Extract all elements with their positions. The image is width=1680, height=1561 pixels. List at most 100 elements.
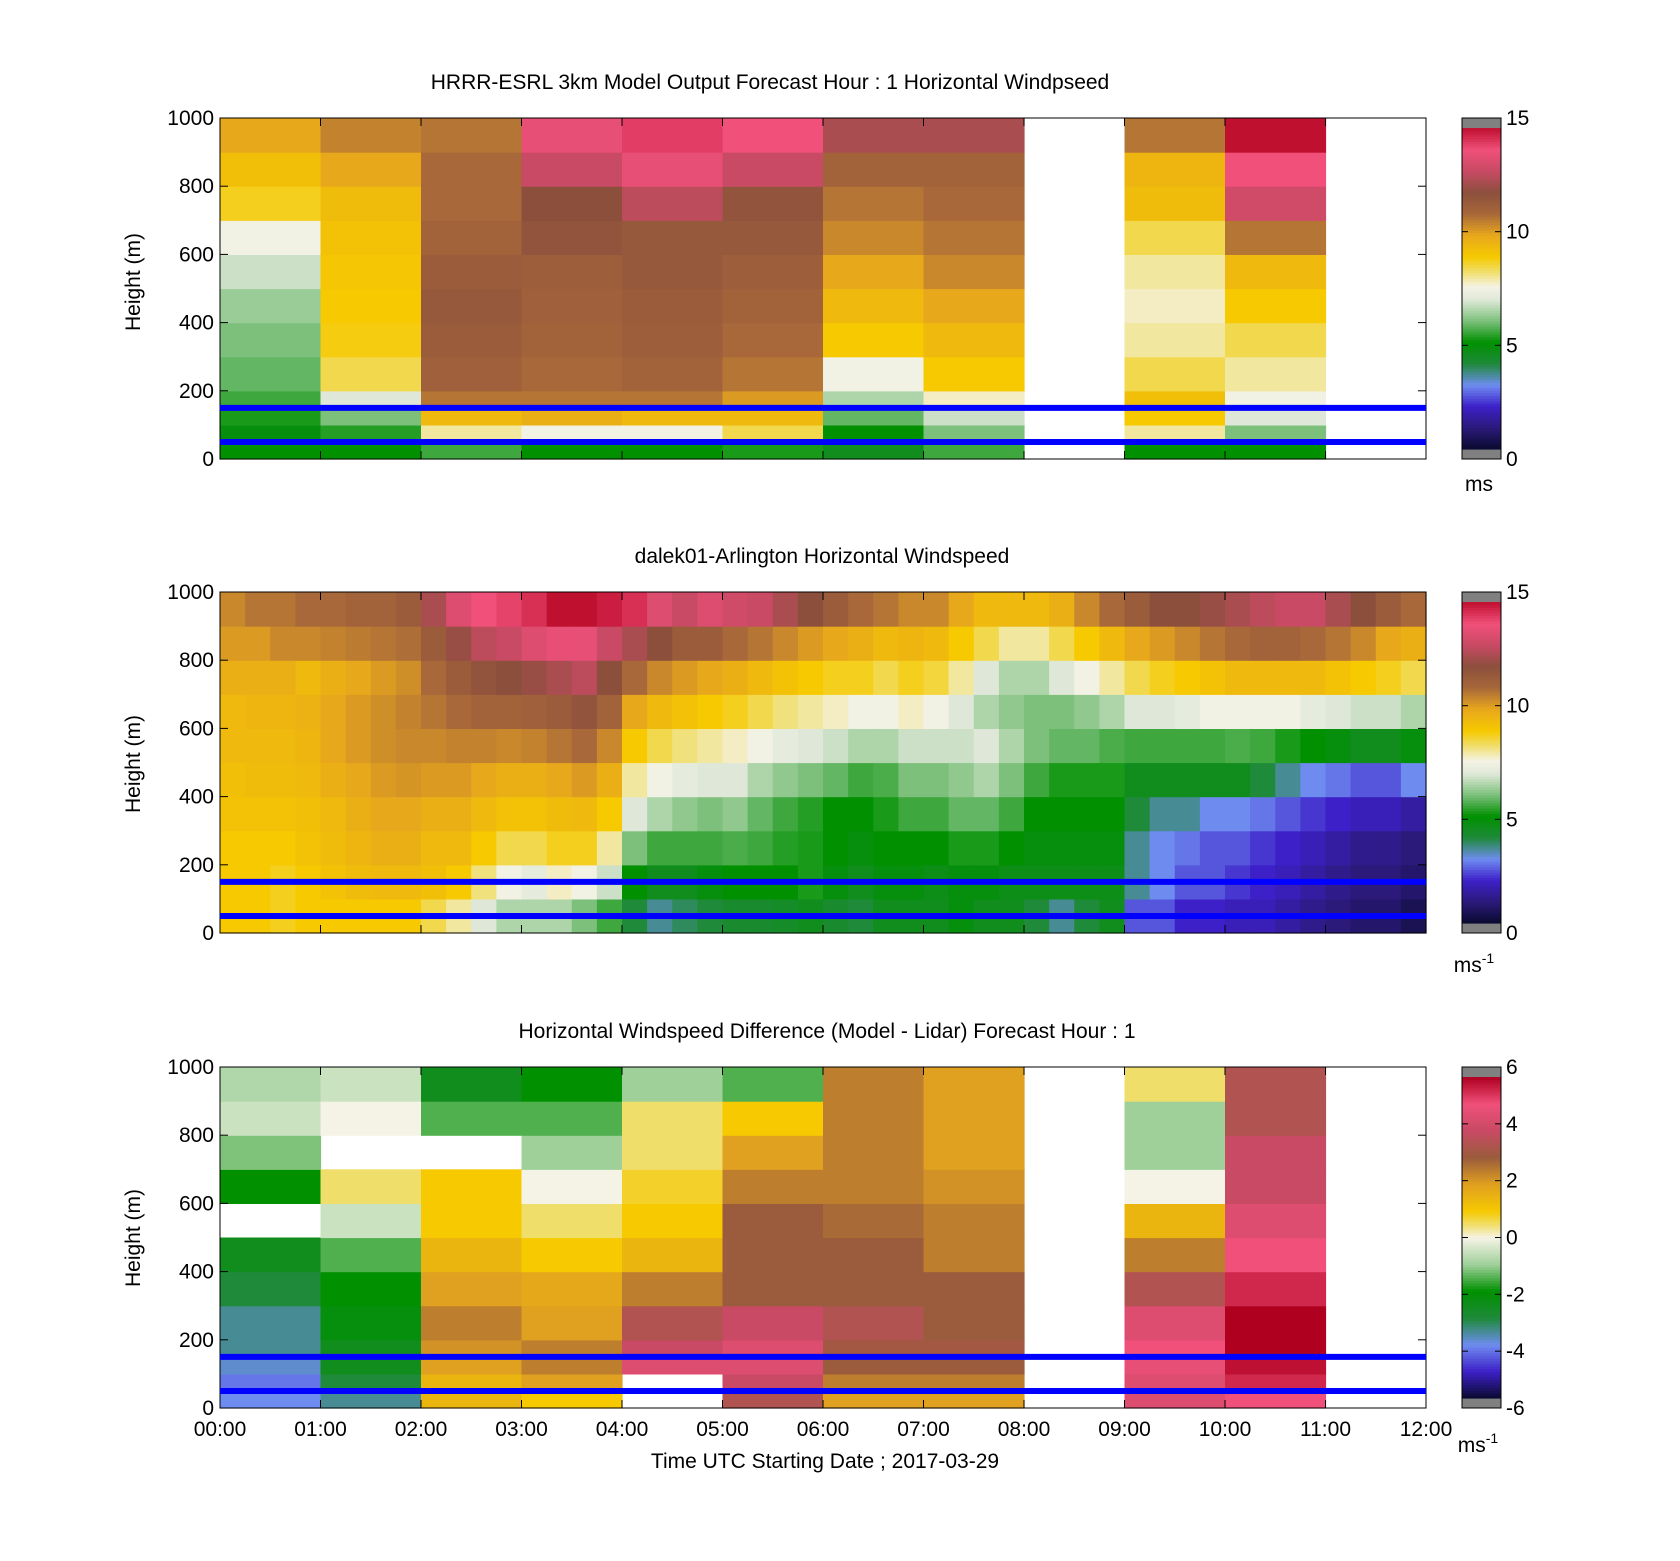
- heatmap-cell: [1124, 1101, 1226, 1136]
- heatmap-cell: [446, 830, 472, 866]
- heatmap-cell: [823, 152, 925, 187]
- colorbar-swatch: [1462, 834, 1501, 838]
- colorbar-swatch: [1462, 325, 1501, 330]
- heatmap-cell: [295, 796, 322, 832]
- heatmap-cell: [1124, 626, 1151, 661]
- heatmap-cell: [973, 796, 1000, 832]
- heatmap-cell: [395, 728, 422, 764]
- colorbar-swatch: [1462, 1339, 1501, 1343]
- colorbar-swatch: [1462, 1184, 1501, 1188]
- colorbar-swatch: [1462, 1355, 1501, 1359]
- heatmap-cell: [1124, 322, 1226, 358]
- heatmap-cell: [345, 762, 372, 798]
- colorbar-swatch: [1462, 636, 1501, 641]
- heatmap-cell: [622, 424, 724, 443]
- colorbar-swatch: [1462, 317, 1501, 322]
- heatmap-cell: [1325, 592, 1352, 627]
- colorbar-swatch: [1462, 1352, 1501, 1356]
- heatmap-cell: [1074, 660, 1100, 695]
- colorbar-end: [1462, 923, 1501, 933]
- heatmap-cell: [421, 830, 447, 866]
- colorbar-swatch: [1462, 446, 1501, 450]
- heatmap-cell: [370, 694, 397, 729]
- heatmap-cell: [596, 626, 623, 661]
- heatmap-cell: [622, 1237, 724, 1273]
- heatmap-cell: [1375, 694, 1402, 729]
- heatmap-cell: [395, 660, 422, 695]
- colorbar-frame: [1461, 591, 1502, 934]
- colorbar-swatch: [1462, 791, 1501, 796]
- y-tick-label: 0: [202, 1397, 214, 1420]
- colorbar-swatch: [1462, 1200, 1501, 1204]
- heatmap-cell: [1400, 660, 1427, 695]
- heatmap-cell: [496, 626, 523, 661]
- heatmap-cell: [1124, 1135, 1226, 1170]
- heatmap-cell: [1124, 390, 1226, 409]
- colorbar-tick-label: 0: [1506, 1227, 1518, 1250]
- heatmap-cell: [722, 441, 824, 460]
- heatmap-cell: [521, 407, 623, 426]
- heatmap-cell: [421, 1339, 523, 1358]
- heatmap-cell: [1024, 728, 1050, 764]
- heatmap-cell: [823, 1305, 925, 1341]
- heatmap-cell: [722, 1135, 824, 1170]
- colorbar-swatch: [1462, 722, 1501, 726]
- colorbar-swatch: [1462, 440, 1501, 445]
- heatmap-cell: [772, 694, 799, 729]
- heatmap-cell: [345, 660, 372, 695]
- heatmap-cell: [1225, 407, 1327, 426]
- colorbar-swatch: [1462, 256, 1501, 260]
- heatmap-cell: [1199, 592, 1226, 627]
- heatmap-cell: [320, 1067, 422, 1102]
- heatmap-cell: [1350, 694, 1377, 729]
- heatmap-cell: [521, 1390, 623, 1409]
- heatmap-cell: [622, 1135, 724, 1170]
- heatmap-cell: [320, 288, 422, 324]
- heatmap-cell: [973, 762, 1000, 798]
- heatmap-cell: [571, 830, 598, 866]
- heatmap-cell: [622, 254, 724, 290]
- heatmap-cell: [345, 796, 372, 832]
- colorbar-swatch: [1462, 355, 1501, 359]
- heatmap-cell: [923, 322, 1025, 358]
- heatmap-cell: [245, 728, 271, 764]
- colorbar-swatch: [1462, 1167, 1501, 1172]
- colorbar-swatch: [1462, 813, 1501, 817]
- colorbar-swatch: [1462, 914, 1501, 919]
- colorbar-swatch: [1462, 909, 1501, 913]
- heatmap-cell: [722, 1356, 824, 1375]
- heatmap-cell: [722, 254, 824, 290]
- heatmap-cell: [521, 626, 548, 661]
- colorbar-swatch: [1462, 706, 1501, 710]
- colorbar-swatch: [1462, 1299, 1501, 1303]
- colorbar-swatch: [1462, 1210, 1501, 1215]
- heatmap-cell: [747, 796, 774, 832]
- heatmap-cell: [697, 626, 724, 661]
- colorbar-swatch: [1462, 738, 1501, 742]
- heatmap-cell: [320, 1169, 422, 1204]
- heatmap-cell: [1325, 728, 1352, 764]
- heatmap-cell: [1199, 694, 1226, 729]
- heatmap-cell: [1225, 796, 1251, 832]
- heatmap-cell: [823, 660, 849, 695]
- colorbar-swatch: [1462, 607, 1501, 611]
- heatmap-cell: [1275, 694, 1301, 729]
- heatmap-cell: [672, 694, 698, 729]
- heatmap-cell: [446, 728, 472, 764]
- colorbar-swatch: [1462, 165, 1501, 169]
- colorbar-swatch: [1462, 251, 1501, 255]
- colorbar-swatch: [1462, 1341, 1501, 1346]
- colorbar-tick-label: 6: [1506, 1056, 1518, 1079]
- colorbar-swatch: [1462, 719, 1501, 723]
- colorbar-swatch: [1462, 1368, 1501, 1372]
- colorbar-swatch: [1462, 1208, 1501, 1212]
- colorbar-tick-label: 0: [1506, 922, 1518, 945]
- colorbar-swatch: [1462, 826, 1501, 830]
- heatmap-cell: [270, 830, 296, 866]
- heatmap-cell: [521, 1339, 623, 1358]
- heatmap-cell: [421, 322, 523, 358]
- heatmap-cell: [1099, 796, 1126, 832]
- heatmap-cell: [220, 626, 246, 661]
- heatmap-cell: [421, 118, 523, 153]
- heatmap-cell: [823, 626, 849, 661]
